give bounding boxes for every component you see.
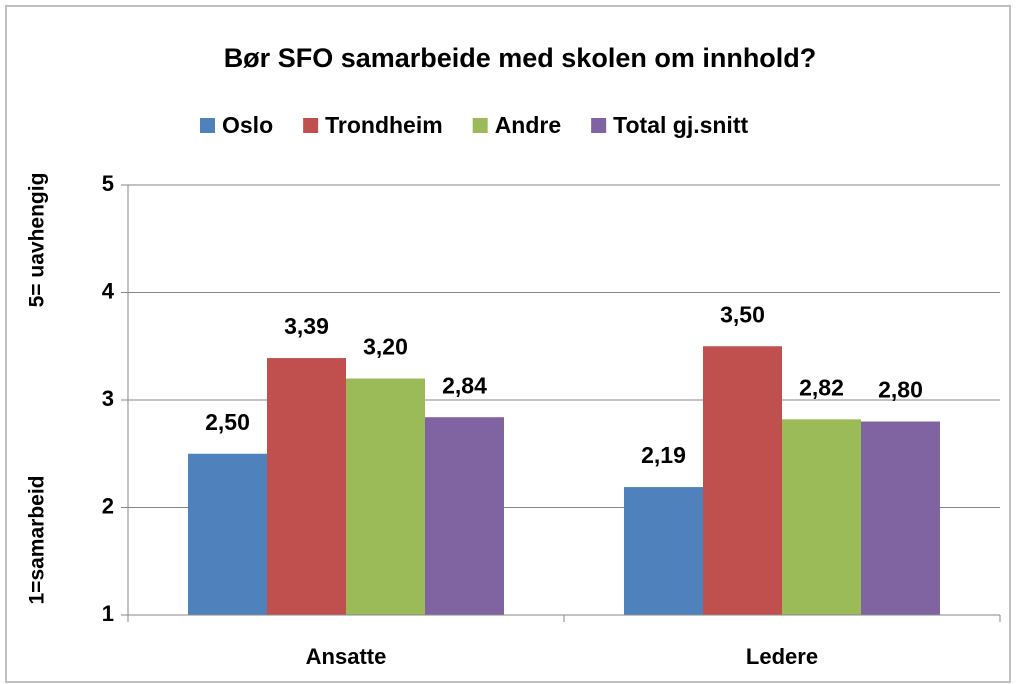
data-label: 3,20 xyxy=(363,334,408,360)
data-label: 2,84 xyxy=(442,372,487,398)
bar xyxy=(188,453,267,615)
y-tick-label: 2 xyxy=(102,493,114,518)
chart-title: Bør SFO samarbeide med skolen om innhold… xyxy=(224,43,817,73)
data-label: 2,19 xyxy=(641,442,686,468)
y-tick-label: 4 xyxy=(102,278,115,303)
bar xyxy=(624,487,703,615)
legend-swatch xyxy=(303,118,319,133)
bar xyxy=(425,417,504,615)
bar xyxy=(861,421,940,615)
data-label: 2,82 xyxy=(799,374,844,400)
legend-swatch xyxy=(591,118,607,133)
data-label: 2,80 xyxy=(878,377,923,403)
bar xyxy=(703,346,782,615)
data-label: 2,50 xyxy=(205,409,250,435)
legend-label: Andre xyxy=(495,112,561,138)
y-axis-label: 1=samarbeid xyxy=(26,476,49,605)
y-axis-label: 5= uavhengig xyxy=(26,173,49,308)
legend-label: Trondheim xyxy=(325,112,443,138)
bar xyxy=(346,378,425,615)
x-tick-label: Ansatte xyxy=(306,644,387,669)
bar xyxy=(267,358,346,615)
data-label: 3,50 xyxy=(720,301,765,327)
legend-swatch xyxy=(200,118,215,133)
y-tick-label: 1 xyxy=(102,601,114,626)
y-tick-label: 3 xyxy=(102,386,114,411)
y-tick-label: 5 xyxy=(102,171,114,196)
legend-label: Total gj.snitt xyxy=(613,112,748,138)
legend-label: Oslo xyxy=(222,112,273,138)
x-tick-label: Ledere xyxy=(746,644,818,669)
legend-swatch xyxy=(472,118,488,133)
bar xyxy=(782,419,861,615)
data-label: 3,39 xyxy=(284,313,329,339)
